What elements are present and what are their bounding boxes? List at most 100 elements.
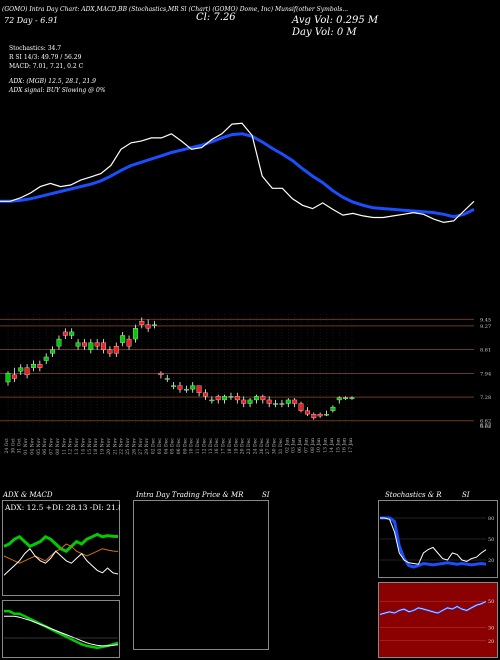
stoch-panel-title: Stochastics & R bbox=[385, 491, 442, 499]
date-axis-label: 06 Dec bbox=[176, 438, 182, 455]
stoch-axis-label: 50 bbox=[488, 537, 494, 543]
candle-body bbox=[196, 385, 202, 393]
date-axis-label: 16 Jan bbox=[342, 438, 348, 453]
candle-body bbox=[324, 414, 329, 416]
candle-body bbox=[266, 399, 272, 404]
date-axis-label: 19 Nov bbox=[100, 438, 106, 455]
stoch-k-line bbox=[380, 516, 487, 569]
date-axis-label: 03 Jan bbox=[291, 438, 297, 453]
date-axis-label: 25 Nov bbox=[125, 438, 131, 455]
stochastics-value: Stochastics: 34.7 bbox=[9, 45, 62, 52]
adx-panel: ADX: 12.5 +DI: 28.13 -DI: 21.88 bbox=[2, 500, 120, 596]
candle-body bbox=[107, 349, 113, 354]
date-axis-label: 04 Nov bbox=[29, 438, 35, 455]
date-axis-label: 05 Nov bbox=[36, 438, 42, 455]
date-axis-label: 12 Dec bbox=[201, 438, 207, 455]
adx-minus-di-line bbox=[3, 543, 119, 564]
stoch-si-label: SI bbox=[462, 491, 470, 499]
stochastics-panel: 80 50 20 bbox=[378, 500, 498, 578]
candle-body bbox=[139, 321, 145, 325]
moving-average-chart bbox=[0, 122, 475, 224]
date-axis-label: 14 Nov bbox=[80, 438, 86, 455]
chart-header: (GOMO) Intra Day Chart: ADX,MACD,BB (Sto… bbox=[2, 6, 349, 13]
candle-body bbox=[5, 372, 11, 383]
candle-body bbox=[94, 342, 100, 347]
date-axis-label: 07 Jan bbox=[303, 438, 309, 453]
candle-body bbox=[343, 397, 349, 399]
date-axis-label: 30 Dec bbox=[272, 438, 278, 455]
stoch-axis-label: 80 bbox=[488, 516, 494, 522]
date-axis-label: 15 Nov bbox=[87, 438, 93, 455]
price-axis-label: 6.62 bbox=[480, 419, 491, 425]
price-axis-label: 7.94 bbox=[480, 371, 491, 377]
date-axis-label: 08 Jan bbox=[310, 438, 316, 453]
date-axis-label: 03 Dec bbox=[157, 438, 163, 455]
price-axis-label: 9.45 bbox=[480, 317, 491, 323]
date-axis-label: 15 Jan bbox=[335, 438, 341, 453]
candle-body bbox=[101, 342, 107, 350]
macd-value: MACD: 7.01, 7.21, 0.2 C bbox=[9, 63, 84, 70]
price-axis-label: 9.27 bbox=[480, 324, 491, 330]
candle-body bbox=[190, 385, 196, 390]
adx-line bbox=[3, 548, 119, 576]
date-axis-label: 24 Oct bbox=[4, 438, 10, 454]
date-axis-label: 06 Jan bbox=[297, 438, 303, 453]
adx-panel-values: ADX: 12.5 +DI: 28.13 -DI: 21.88 bbox=[4, 503, 120, 512]
rsi-value: R SI 14/3: 49.79 / 56.29 bbox=[9, 54, 82, 61]
date-axis-label: 13 Jan bbox=[323, 438, 329, 453]
candle-body bbox=[31, 363, 36, 368]
ma-series-blue bbox=[0, 132, 475, 219]
date-axis-label: 17 Jan bbox=[348, 438, 354, 453]
date-axis-label: 05 Dec bbox=[170, 438, 176, 455]
candle-body bbox=[260, 396, 266, 401]
candle-body bbox=[24, 367, 30, 376]
candle-body bbox=[18, 367, 24, 372]
candle-body bbox=[285, 399, 291, 404]
macd-signal-line bbox=[4, 615, 119, 647]
stoch-d-line bbox=[380, 517, 487, 565]
candle-body bbox=[273, 403, 279, 405]
candle-body bbox=[183, 389, 189, 391]
adx-panel-title: ADX & MACD bbox=[3, 491, 53, 499]
date-axis-label: 24 Dec bbox=[252, 438, 258, 455]
candle-body bbox=[164, 378, 170, 380]
candle-body bbox=[311, 414, 317, 418]
date-axis-label: 10 Jan bbox=[316, 438, 322, 453]
price-axis-label: 6.62 bbox=[480, 424, 491, 430]
candle-body bbox=[56, 338, 62, 347]
adx-signal: ADX signal: BUY Slowing @ 0% bbox=[9, 87, 106, 94]
candle-body bbox=[145, 324, 151, 329]
avg-volume: Avg Vol: 0.295 M bbox=[292, 15, 379, 26]
date-axis-label: 09 Dec bbox=[182, 438, 188, 455]
date-axis-label: 11 Dec bbox=[195, 438, 201, 455]
date-axis-label: 01 Nov bbox=[23, 438, 29, 455]
date-axis-label: 11 Nov bbox=[61, 438, 67, 455]
rsi-axis-label: 50 bbox=[488, 599, 494, 605]
date-axis-label: 12 Nov bbox=[68, 438, 74, 455]
candle-body bbox=[298, 403, 304, 411]
date-axis-label: 31 Dec bbox=[278, 438, 284, 455]
candle-body bbox=[292, 399, 298, 404]
candle-body bbox=[43, 356, 49, 361]
rsi-axis-label: 30 bbox=[488, 626, 494, 632]
candle-body bbox=[11, 374, 17, 379]
price-axis-label: 8.61 bbox=[480, 347, 491, 353]
candle-body bbox=[330, 406, 336, 411]
candle-body bbox=[209, 399, 215, 402]
macd-panel bbox=[2, 600, 120, 658]
candle-body bbox=[279, 403, 285, 405]
date-axis-label: 14 Jan bbox=[329, 438, 335, 453]
date-axis-label: 17 Dec bbox=[221, 438, 227, 455]
candle-body bbox=[132, 328, 138, 340]
date-axis-label: 06 Nov bbox=[42, 438, 48, 455]
candle-body bbox=[247, 399, 253, 404]
date-axis-label: 18 Dec bbox=[227, 438, 233, 455]
price-axis-label: 7.28 bbox=[480, 395, 491, 401]
date-axis-label: 16 Dec bbox=[214, 438, 220, 455]
intraday-panel bbox=[133, 500, 269, 650]
date-axis-label: 30 Oct bbox=[10, 438, 16, 454]
date-axis-label: 27 Nov bbox=[138, 438, 144, 455]
date-axis-label: 19 Dec bbox=[233, 438, 239, 455]
prev-price: 72 Day - 6.91 bbox=[4, 16, 59, 25]
candle-body bbox=[253, 396, 259, 401]
